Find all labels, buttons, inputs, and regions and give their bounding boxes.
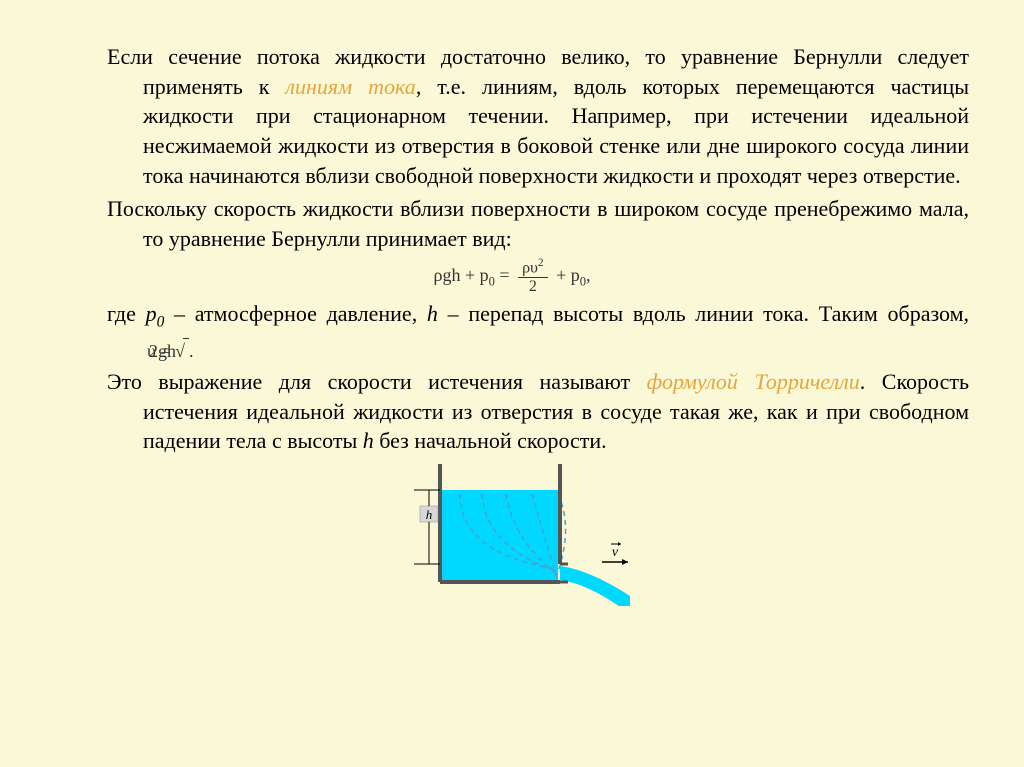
p3-p0: p0 xyxy=(146,301,165,326)
equation-bernoulli: ρgh + p0 = ρυ22 + p0, xyxy=(55,258,969,295)
vessel-diagram: hv xyxy=(392,456,632,606)
paragraph-2: Поскольку скорость жидкости вблизи повер… xyxy=(55,194,969,253)
paragraph-3: где p0 – атмосферное давление, h – переп… xyxy=(55,299,969,363)
p4-a: Это выражение для скорости истечения наз… xyxy=(107,369,647,394)
svg-text:v: v xyxy=(612,545,619,560)
p3-c: – перепад высоты вдоль линии тока. Таким… xyxy=(438,301,969,326)
p3-b: – атмосферное давление, xyxy=(164,301,427,326)
highlight-torricelli: формулой Торричелли xyxy=(647,369,860,394)
paragraph-4: Это выражение для скорости истечения наз… xyxy=(55,367,969,456)
equation-torricelli: υ = √2gh. xyxy=(183,338,193,363)
p3-h: h xyxy=(427,301,438,326)
highlight-streamlines: линиям тока xyxy=(285,74,415,99)
svg-text:h: h xyxy=(426,507,433,522)
figure-vessel: hv xyxy=(55,456,969,606)
p3-a: где xyxy=(107,301,146,326)
eq1-content: ρgh + p0 = ρυ22 + p0, xyxy=(433,258,590,295)
paragraph-1: Если сечение потока жидкости достаточно … xyxy=(55,42,969,190)
p4-c: без начальной скорости. xyxy=(374,428,607,453)
p2-text: Поскольку скорость жидкости вблизи повер… xyxy=(107,196,969,251)
p4-h: h xyxy=(363,428,374,453)
